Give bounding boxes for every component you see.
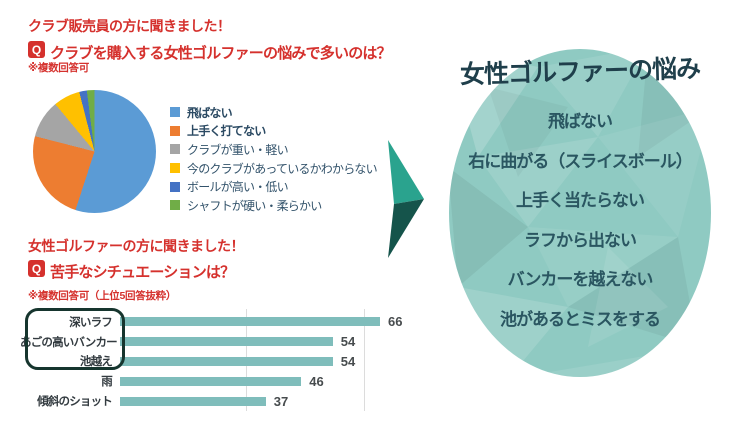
- legend-swatch-icon: [170, 125, 180, 136]
- golfer-survey-q-badge: Q: [28, 260, 45, 277]
- pie-chart: [33, 90, 156, 213]
- bubble-background: [449, 49, 711, 377]
- result-item: ラフから出ない: [524, 230, 637, 250]
- result-item: バンカーを越えない: [507, 270, 654, 290]
- club-survey-note: ※複数回答可: [28, 62, 89, 74]
- bar-category-label: 池越え: [79, 356, 113, 369]
- golfer-survey-note: ※複数回答可（上位5回答抜粋）: [28, 290, 177, 302]
- club-survey-intro: クラブ販売員の方に聞きました！: [28, 18, 231, 34]
- legend-item: クラブが重い・軽い: [170, 140, 377, 159]
- club-survey-q-badge: Q: [28, 41, 45, 58]
- result-bubble: [449, 49, 711, 377]
- bar-value: 46: [309, 373, 324, 389]
- bar-row: 雨 46: [20, 371, 420, 391]
- pie-legend: 飛ばない上手く打てないクラブが重い・軽い今のクラブがあっているかわからない ボール…: [170, 103, 378, 215]
- legend-label: 今のクラブがあっているかわからない: [187, 161, 378, 176]
- legend-swatch-icon: [170, 107, 180, 118]
- bar-fill: [120, 376, 302, 386]
- legend-item: 今のクラブがあっているかわからない: [170, 159, 378, 178]
- gridline: [364, 309, 366, 411]
- result-item: 上手く当たらない: [516, 191, 645, 211]
- legend-label: 飛ばない: [187, 105, 233, 120]
- bar-value: 54: [340, 353, 356, 369]
- legend-swatch-icon: [170, 181, 180, 192]
- legend-label: クラブが重い・軽い: [187, 142, 289, 157]
- bar-row: あごの高いバンカー 54: [20, 332, 420, 352]
- legend-label: シャフトが硬い・柔らかい: [187, 198, 322, 213]
- top3-highlight-box: [25, 308, 125, 370]
- legend-label: 上手く打てない: [187, 124, 266, 139]
- result-item: 池があるとミスをする: [500, 309, 661, 329]
- legend-swatch-icon: [170, 144, 180, 155]
- legend-swatch-icon: [170, 163, 180, 174]
- bar-row: 池越え 54: [20, 352, 420, 372]
- legend-item: シャフトが硬い・柔らかい: [170, 196, 377, 215]
- bar-fill: [120, 356, 333, 366]
- golfer-survey-question: 苦手なシチュエーションは？: [50, 264, 235, 281]
- result-title: 女性ゴルファーの悩み: [459, 54, 701, 90]
- club-survey-question: クラブを購入する女性ゴルファーの悩みで多いのは？: [50, 45, 392, 62]
- golfer-survey-intro: 女性ゴルファーの方に聞きました！: [28, 238, 245, 254]
- bubble-facets: [449, 49, 711, 377]
- bar-fill: [120, 317, 381, 327]
- legend-item: 上手く打てない: [170, 122, 377, 141]
- result-item: 飛ばない: [548, 112, 613, 132]
- legend-swatch-icon: [170, 200, 180, 211]
- bar-value: 37: [273, 393, 289, 409]
- legend-item: 飛ばない: [170, 103, 377, 122]
- bar-category-label: 傾斜のショット: [37, 396, 113, 409]
- arrow-lower-facet: [388, 199, 424, 258]
- bar-value: 54: [340, 334, 356, 350]
- bar-category-label: あごの高いバンカー: [20, 336, 118, 349]
- bar-fill: [120, 396, 266, 406]
- bar-category-label: 雨: [101, 376, 113, 389]
- bar-row: 傾斜のショット 37: [20, 391, 420, 411]
- bar-value: 66: [388, 314, 403, 330]
- legend-label: ボールが高い・低い: [187, 180, 289, 195]
- q-badge-letter: Q: [31, 42, 42, 57]
- result-items-list: 飛ばない右に曲がる（スライスボール） 上手く当たらない ラフから出ない バンカーを越え…: [455, 100, 705, 337]
- right-arrow-icon: [388, 140, 424, 258]
- arrow-upper-facet: [388, 140, 424, 204]
- bar-row: 深いラフ 66: [20, 312, 420, 332]
- legend-item: ボールが高い・低い: [170, 177, 377, 196]
- bar-fill: [120, 337, 333, 347]
- q-badge-letter: Q: [31, 261, 42, 276]
- bar-category-label: 深いラフ: [69, 316, 113, 329]
- bar-chart: 深いラフ 66 あごの高いバンカー 54 池越え 54 雨 46 傾斜のショット 37: [20, 309, 420, 411]
- result-item: 右に曲がる（スライスボール）: [468, 151, 693, 171]
